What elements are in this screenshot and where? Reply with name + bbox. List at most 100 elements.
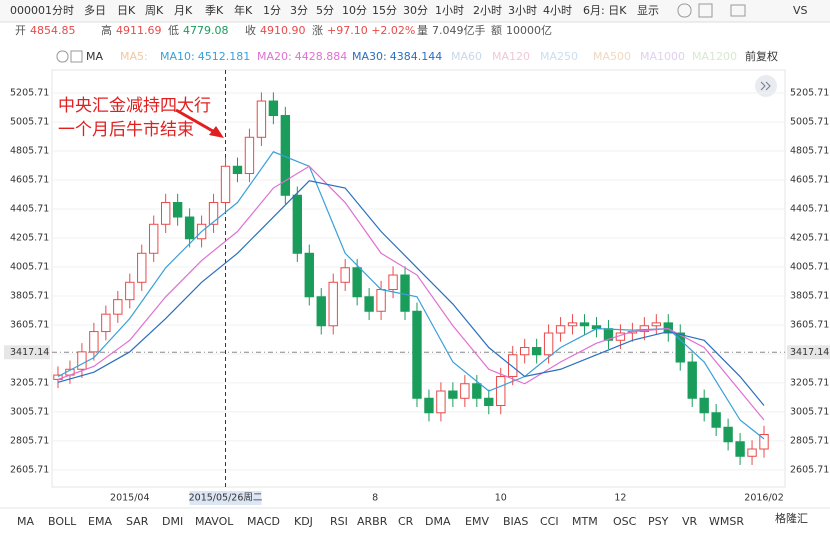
quote-label: 额 — [491, 24, 502, 37]
candle-body — [328, 281, 338, 327]
period-tab[interactable]: 1小时 — [435, 4, 464, 17]
period-tab[interactable]: 10分 — [342, 4, 367, 17]
x-tick-label: 10 — [495, 493, 507, 504]
candle-body — [400, 274, 410, 312]
ma-legend-item: MA250 — [540, 50, 578, 63]
candle-body — [639, 325, 650, 333]
candle-body — [663, 322, 673, 334]
ma-legend-item: MA500 — [593, 50, 631, 63]
indicator-tab[interactable]: RSI — [330, 515, 348, 528]
candle-body — [340, 267, 350, 283]
candle-body — [412, 310, 422, 399]
ma-legend-item: MA1200 — [692, 50, 737, 63]
period-tab[interactable]: 1分 — [263, 4, 281, 17]
ma-legend-item: MA1000 — [640, 50, 685, 63]
indicator-tab[interactable]: SAR — [126, 515, 149, 528]
settings-icon[interactable] — [677, 3, 692, 18]
period-tab[interactable]: 15分 — [372, 4, 397, 17]
price-tag-bg — [787, 345, 830, 360]
ma-label: MA30: — [352, 50, 387, 63]
period-tab[interactable]: 4小时 — [543, 4, 572, 17]
camera-icon[interactable] — [730, 4, 746, 17]
x-tick-label: 2016/02 — [744, 493, 783, 504]
adjust-select[interactable]: 前复权 — [745, 49, 778, 63]
ma-value: 4512.181 — [198, 50, 251, 63]
indicator-tab[interactable]: MAVOL — [195, 515, 234, 528]
candle-body — [232, 165, 243, 175]
period-tab[interactable]: 30分 — [403, 4, 428, 17]
indicator-tab[interactable]: CR — [398, 515, 414, 528]
display-select[interactable]: 显示 — [637, 4, 659, 17]
candle-body — [687, 361, 697, 399]
ma-line — [57, 151, 765, 440]
indicator-tab[interactable]: MTM — [572, 515, 598, 528]
candle-body — [699, 397, 709, 414]
quote-item: 涨 +97.10 +2.02% — [312, 24, 415, 37]
indicator-tab[interactable]: EMA — [88, 515, 112, 528]
y-tick-label: 3605.71 — [10, 319, 49, 330]
y-tick-label: 3005.71 — [10, 406, 49, 417]
stock-code[interactable]: 000001 — [10, 4, 52, 17]
ma-label: MA5: — [120, 50, 148, 63]
ma-settings[interactable] — [56, 50, 69, 63]
period-tab[interactable]: 日K — [117, 4, 136, 17]
period-tab[interactable]: 3分 — [290, 4, 308, 17]
candle-body — [256, 100, 267, 138]
period-tab[interactable]: 季K — [205, 4, 224, 17]
period-tab[interactable]: 多日 — [84, 3, 106, 17]
indicator-tab[interactable]: BIAS — [503, 515, 528, 528]
period-tab[interactable]: 年K — [234, 3, 253, 17]
y-tick-label-right: 5005.71 — [790, 116, 829, 127]
indicator-tab[interactable]: KDJ — [294, 515, 313, 528]
crosshair-label: 2015/05/26周二 — [189, 493, 263, 504]
indicator-tab[interactable]: PSY — [648, 515, 669, 528]
period-tab[interactable]: 3小时 — [508, 4, 537, 17]
ma-label: MA120 — [492, 50, 530, 63]
toolbar-bg — [0, 0, 830, 22]
ma-label: MA1200 — [692, 50, 737, 63]
indicator-tab[interactable]: VR — [682, 515, 698, 528]
candle-body — [113, 299, 123, 315]
indicator-tab[interactable]: BOLL — [48, 515, 77, 528]
candle-body — [567, 322, 578, 327]
indicator-tab[interactable]: DMA — [425, 515, 451, 528]
checkbox-icon[interactable] — [698, 3, 713, 18]
ma-close[interactable] — [70, 50, 83, 63]
annotation-arrow — [175, 108, 219, 136]
collapse-icon — [760, 81, 771, 91]
candle-body — [496, 376, 506, 407]
vs-button[interactable]: VS — [793, 4, 808, 17]
candle-body — [735, 441, 745, 457]
indicator-tab[interactable]: DMI — [162, 515, 183, 528]
indicator-tab[interactable]: ARBR — [357, 515, 388, 528]
candle-body — [543, 332, 554, 356]
period-tab[interactable]: 周K — [145, 4, 164, 17]
ma-legend-item: MA5: — [120, 50, 148, 63]
ma-title: MA — [86, 50, 103, 63]
y-tick-label: 4805.71 — [10, 145, 49, 156]
indicator-tab[interactable]: MA — [17, 515, 34, 528]
candle-body — [723, 426, 733, 443]
annotation-arrowhead — [209, 126, 224, 138]
period-tab[interactable]: 2小时 — [473, 4, 502, 17]
y-tick-label-right: 3005.71 — [790, 406, 829, 417]
candle-body — [364, 296, 374, 312]
period-tab[interactable]: 月K — [174, 4, 193, 17]
collapse-button[interactable] — [755, 75, 777, 97]
indicator-tab[interactable]: WMSR — [709, 515, 744, 528]
period-tab[interactable]: 分时 — [52, 4, 74, 17]
indicator-tab[interactable]: OSC — [613, 515, 637, 528]
indicator-tab[interactable]: MACD — [247, 515, 280, 528]
quote-value: 4854.85 — [30, 24, 76, 37]
candle-body — [747, 448, 757, 457]
candle-body — [759, 434, 769, 450]
range-select[interactable]: 6月: 日K — [583, 4, 627, 17]
ma-legend-item: MA30: 4384.144 — [352, 50, 442, 63]
plot-frame — [51, 69, 786, 488]
candle-body — [149, 223, 159, 254]
indicator-tab[interactable]: EMV — [465, 515, 489, 528]
period-tab[interactable]: 5分 — [316, 4, 334, 17]
candle-body — [508, 354, 518, 378]
indicator-tab[interactable]: CCI — [540, 515, 559, 528]
candle-body — [436, 390, 446, 414]
